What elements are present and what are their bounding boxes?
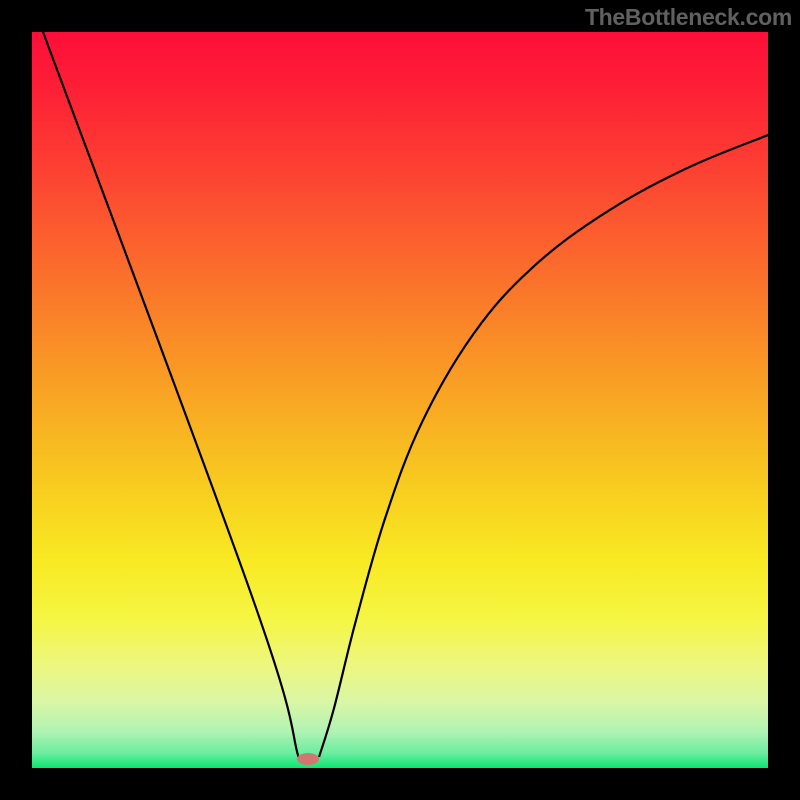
bottleneck-chart: [32, 32, 768, 768]
curve-left-branch: [43, 32, 298, 757]
bottleneck-curve: [32, 32, 768, 768]
watermark-text: TheBottleneck.com: [585, 4, 792, 31]
curve-right-branch: [319, 135, 768, 757]
